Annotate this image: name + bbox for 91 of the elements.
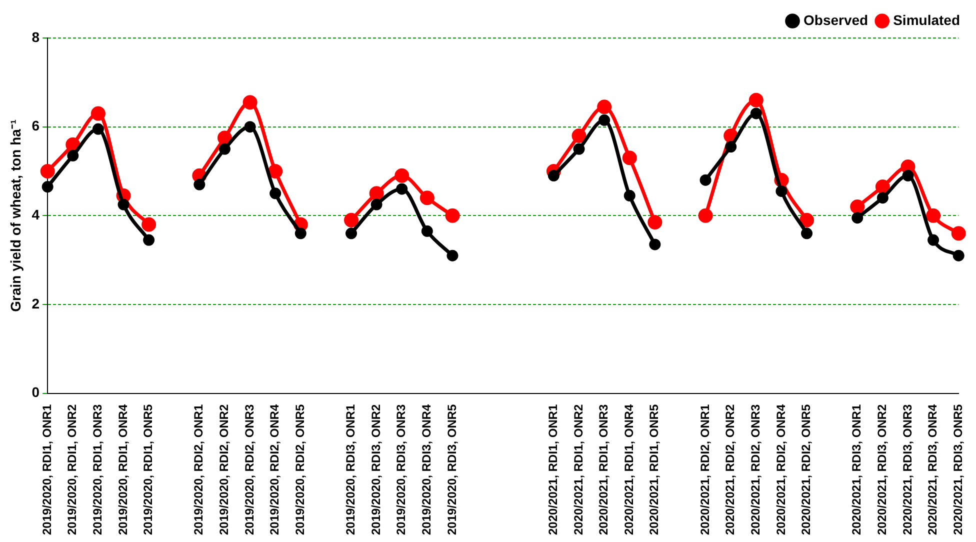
- x-tick-label: 2020/2021, RDI2, ONR2: [723, 404, 738, 536]
- point: [725, 141, 737, 153]
- x-tick-label: 2019/2020, RDI2, ONR3: [242, 404, 256, 536]
- point: [624, 190, 636, 202]
- x-tick-label: 2020/2021, RDI1, ONR5: [647, 404, 662, 536]
- point: [268, 164, 283, 178]
- point: [143, 234, 155, 246]
- point: [242, 95, 258, 110]
- y-tick-label: 0: [32, 384, 40, 400]
- legend-label: Observed: [804, 12, 868, 28]
- x-tick-label: 2020/2021, RDI3, ONR3: [900, 404, 914, 536]
- y-tick-label: 6: [32, 118, 40, 134]
- legend-label: Simulated: [893, 12, 960, 28]
- point: [852, 212, 864, 224]
- x-tick-label: 2019/2020, RDI3, ONR4: [419, 404, 434, 536]
- point: [850, 200, 865, 214]
- x-tick-label: 2020/2021, RDI2, ONR5: [799, 404, 814, 536]
- point: [776, 185, 788, 197]
- point: [700, 174, 712, 186]
- x-tick-label: 2020/2021, RDI3, ONR2: [874, 404, 889, 536]
- y-axis-title: Grain yield of wheat, ton ha⁻¹: [7, 119, 24, 312]
- point: [370, 198, 382, 210]
- x-tick-label: 2019/2020, RDI1, ONR1: [40, 404, 54, 536]
- point: [748, 92, 764, 108]
- x-tick-label: 2019/2020, RDI1, ONR4: [116, 404, 130, 536]
- point: [90, 106, 106, 121]
- y-tick-label: 8: [32, 28, 40, 45]
- x-tick-label: 2019/2020, RDI1, ONR2: [65, 404, 80, 536]
- point: [67, 150, 79, 162]
- point: [800, 212, 814, 228]
- point: [801, 228, 813, 240]
- x-tick-label: 2019/2020, RDI3, ONR5: [444, 404, 459, 536]
- point: [548, 170, 560, 182]
- point: [902, 170, 914, 182]
- x-tick-label: 2020/2021, RDI1, ONR3: [596, 404, 611, 536]
- point: [698, 208, 713, 223]
- point: [218, 143, 230, 155]
- point: [876, 192, 888, 204]
- point: [420, 190, 434, 206]
- point: [294, 228, 306, 240]
- point: [396, 183, 408, 195]
- x-tick-label: 2020/2021, RDI2, ONR4: [774, 404, 788, 536]
- point: [92, 123, 104, 135]
- point: [66, 137, 80, 152]
- point: [649, 238, 661, 250]
- point: [394, 168, 410, 183]
- point: [750, 108, 762, 120]
- point: [244, 121, 256, 133]
- point: [217, 130, 232, 146]
- point: [118, 198, 130, 210]
- x-tick-label: 2020/2021, RDI1, ONR4: [622, 404, 636, 536]
- point: [445, 208, 460, 223]
- point: [344, 212, 359, 228]
- point: [369, 186, 384, 201]
- point: [875, 180, 890, 194]
- point: [42, 181, 54, 193]
- x-tick-label: 2019/2020, RDI2, ONR1: [192, 404, 206, 536]
- x-tick-label: 2020/2021, RDI1, ONR2: [571, 404, 586, 536]
- x-tick-label: 2020/2021, RDI3, ONR5: [950, 404, 965, 536]
- point: [598, 114, 610, 126]
- point: [573, 143, 585, 155]
- point: [421, 225, 433, 237]
- x-tick-label: 2019/2020, RDI3, ONR1: [344, 404, 358, 536]
- x-tick-label: 2020/2021, RDI3, ONR4: [926, 404, 940, 536]
- x-tick-label: 2019/2020, RDI1, ONR5: [141, 404, 156, 536]
- point: [928, 234, 940, 246]
- point: [194, 178, 206, 190]
- x-tick-label: 2019/2020, RDI3, ONR2: [368, 404, 383, 536]
- y-tick-label: 2: [32, 295, 40, 312]
- x-tick-label: 2020/2021, RDI2, ONR3: [748, 404, 762, 536]
- x-tick-label: 2019/2020, RDI2, ONR2: [217, 404, 232, 536]
- x-tick-label: 2020/2021, RDI2, ONR1: [698, 404, 712, 536]
- x-tick-label: 2019/2020, RDI2, ONR5: [292, 404, 307, 536]
- x-tick-label: 2019/2020, RDI3, ONR3: [394, 404, 408, 536]
- point: [952, 250, 964, 262]
- x-tick-label: 2020/2021, RDI3, ONR1: [850, 404, 864, 536]
- point: [951, 226, 966, 241]
- point: [572, 128, 586, 143]
- point: [597, 100, 612, 114]
- point: [270, 188, 282, 200]
- x-tick-label: 2019/2020, RDI2, ONR4: [268, 404, 282, 536]
- point: [648, 215, 662, 230]
- x-tick-label: 2019/2020, RDI1, ONR3: [90, 404, 105, 536]
- point: [346, 228, 358, 240]
- point: [446, 250, 458, 262]
- x-tick-label: 2020/2021, RDI1, ONR1: [546, 404, 560, 536]
- point: [926, 208, 941, 223]
- y-tick-label: 4: [32, 206, 40, 222]
- point: [142, 217, 156, 232]
- point: [40, 164, 55, 178]
- point: [622, 150, 637, 166]
